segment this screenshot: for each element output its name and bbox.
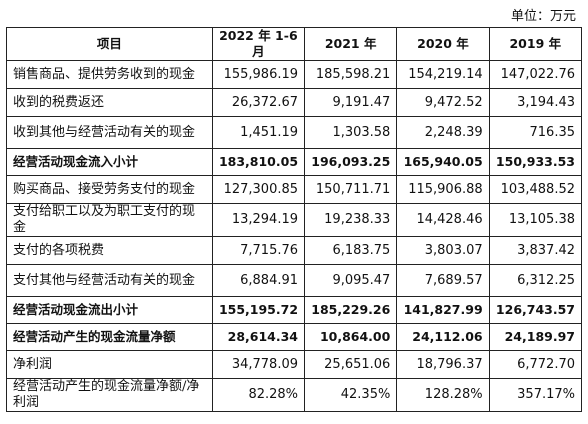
row-label: 经营活动产生的现金流量净额 xyxy=(6,323,213,351)
row-label: 支付的各项税费 xyxy=(6,236,213,265)
subtotal-row: 经营活动现金流入小计 183,810.05 196,093.25 165,940… xyxy=(6,148,583,176)
cell-value: 14,428.46 xyxy=(396,203,490,237)
cell-value: 150,933.53 xyxy=(488,148,583,176)
cell-value: 128.28% xyxy=(396,378,490,412)
cell-value: 716.35 xyxy=(488,116,583,149)
table-row: 经营活动产生的现金流量净额/净利润 82.28% 42.35% 128.28% … xyxy=(6,378,583,412)
cell-value: 1,303.58 xyxy=(304,116,398,149)
cell-value: 115,906.88 xyxy=(396,175,490,204)
cell-value: 7,689.57 xyxy=(396,264,490,297)
cell-value: 196,093.25 xyxy=(304,148,398,176)
cell-value: 10,864.00 xyxy=(304,323,398,351)
cell-value: 9,095.47 xyxy=(304,264,398,297)
subtotal-row: 经营活动产生的现金流量净额 28,614.34 10,864.00 24,112… xyxy=(6,323,583,351)
table-row: 购买商品、接受劳务支付的现金 127,300.85 150,711.71 115… xyxy=(6,175,583,204)
cell-value: 2,248.39 xyxy=(396,116,490,149)
cell-value: 155,986.19 xyxy=(211,60,306,89)
unit-note: 单位：万元 xyxy=(510,9,576,24)
table-row: 支付的各项税费 7,715.76 6,183.75 3,803.07 3,837… xyxy=(6,236,583,265)
cell-value: 103,488.52 xyxy=(488,175,583,204)
cell-value: 82.28% xyxy=(211,378,306,412)
header-2021: 2021 年 xyxy=(304,27,398,61)
cell-value: 6,884.91 xyxy=(211,264,306,297)
row-label: 支付其他与经营活动有关的现金 xyxy=(6,264,213,297)
cell-value: 3,837.42 xyxy=(488,236,583,265)
cell-value: 357.17% xyxy=(488,378,583,412)
cell-value: 1,451.19 xyxy=(211,116,306,149)
row-label: 收到其他与经营活动有关的现金 xyxy=(6,116,213,149)
cell-value: 24,189.97 xyxy=(488,323,583,351)
cell-value: 13,294.19 xyxy=(211,203,306,237)
cell-value: 6,772.70 xyxy=(488,350,583,379)
row-label: 购买商品、接受劳务支付的现金 xyxy=(6,175,213,204)
row-label: 净利润 xyxy=(6,350,213,379)
cell-value: 24,112.06 xyxy=(396,323,490,351)
header-2019: 2019 年 xyxy=(488,27,583,61)
cell-value: 154,219.14 xyxy=(396,60,490,89)
cell-value: 26,372.67 xyxy=(211,88,306,117)
cell-value: 19,238.33 xyxy=(304,203,398,237)
row-label: 经营活动现金流出小计 xyxy=(6,296,213,324)
cell-value: 7,715.76 xyxy=(211,236,306,265)
table-row: 销售商品、提供劳务收到的现金 155,986.19 185,598.21 154… xyxy=(6,60,583,89)
row-label: 收到的税费返还 xyxy=(6,88,213,117)
cell-value: 127,300.85 xyxy=(211,175,306,204)
header-2020: 2020 年 xyxy=(396,27,490,61)
header-item: 项目 xyxy=(6,27,213,61)
table-row: 净利润 34,778.09 25,651.06 18,796.37 6,772.… xyxy=(6,350,583,379)
table-header-row: 项目 2022 年 1-6 月 2021 年 2020 年 2019 年 xyxy=(6,27,583,61)
cell-value: 126,743.57 xyxy=(488,296,583,324)
cell-value: 183,810.05 xyxy=(211,148,306,176)
row-label: 经营活动产生的现金流量净额/净利润 xyxy=(6,378,213,412)
subtotal-row: 经营活动现金流出小计 155,195.72 185,229.26 141,827… xyxy=(6,296,583,324)
row-label: 经营活动现金流入小计 xyxy=(6,148,213,176)
cell-value: 185,229.26 xyxy=(304,296,398,324)
table-row: 支付给职工以及为职工支付的现金 13,294.19 19,238.33 14,4… xyxy=(6,203,583,237)
cell-value: 155,195.72 xyxy=(211,296,306,324)
cell-value: 42.35% xyxy=(304,378,398,412)
cell-value: 9,191.47 xyxy=(304,88,398,117)
table-row: 收到其他与经营活动有关的现金 1,451.19 1,303.58 2,248.3… xyxy=(6,116,583,149)
cell-value: 6,183.75 xyxy=(304,236,398,265)
table-row: 收到的税费返还 26,372.67 9,191.47 9,472.52 3,19… xyxy=(6,88,583,117)
cell-value: 3,803.07 xyxy=(396,236,490,265)
cash-flow-table: 项目 2022 年 1-6 月 2021 年 2020 年 2019 年 销售商… xyxy=(6,27,583,412)
cell-value: 147,022.76 xyxy=(488,60,583,89)
cell-value: 3,194.43 xyxy=(488,88,583,117)
cell-value: 34,778.09 xyxy=(211,350,306,379)
cell-value: 6,312.25 xyxy=(488,264,583,297)
cell-value: 28,614.34 xyxy=(211,323,306,351)
cell-value: 185,598.21 xyxy=(304,60,398,89)
cell-value: 13,105.38 xyxy=(488,203,583,237)
header-2022h1: 2022 年 1-6 月 xyxy=(211,27,306,61)
table-row: 支付其他与经营活动有关的现金 6,884.91 9,095.47 7,689.5… xyxy=(6,264,583,297)
row-label: 支付给职工以及为职工支付的现金 xyxy=(6,203,213,237)
cell-value: 25,651.06 xyxy=(304,350,398,379)
row-label: 销售商品、提供劳务收到的现金 xyxy=(6,60,213,89)
cell-value: 165,940.05 xyxy=(396,148,490,176)
cell-value: 150,711.71 xyxy=(304,175,398,204)
cell-value: 9,472.52 xyxy=(396,88,490,117)
cell-value: 18,796.37 xyxy=(396,350,490,379)
cell-value: 141,827.99 xyxy=(396,296,490,324)
